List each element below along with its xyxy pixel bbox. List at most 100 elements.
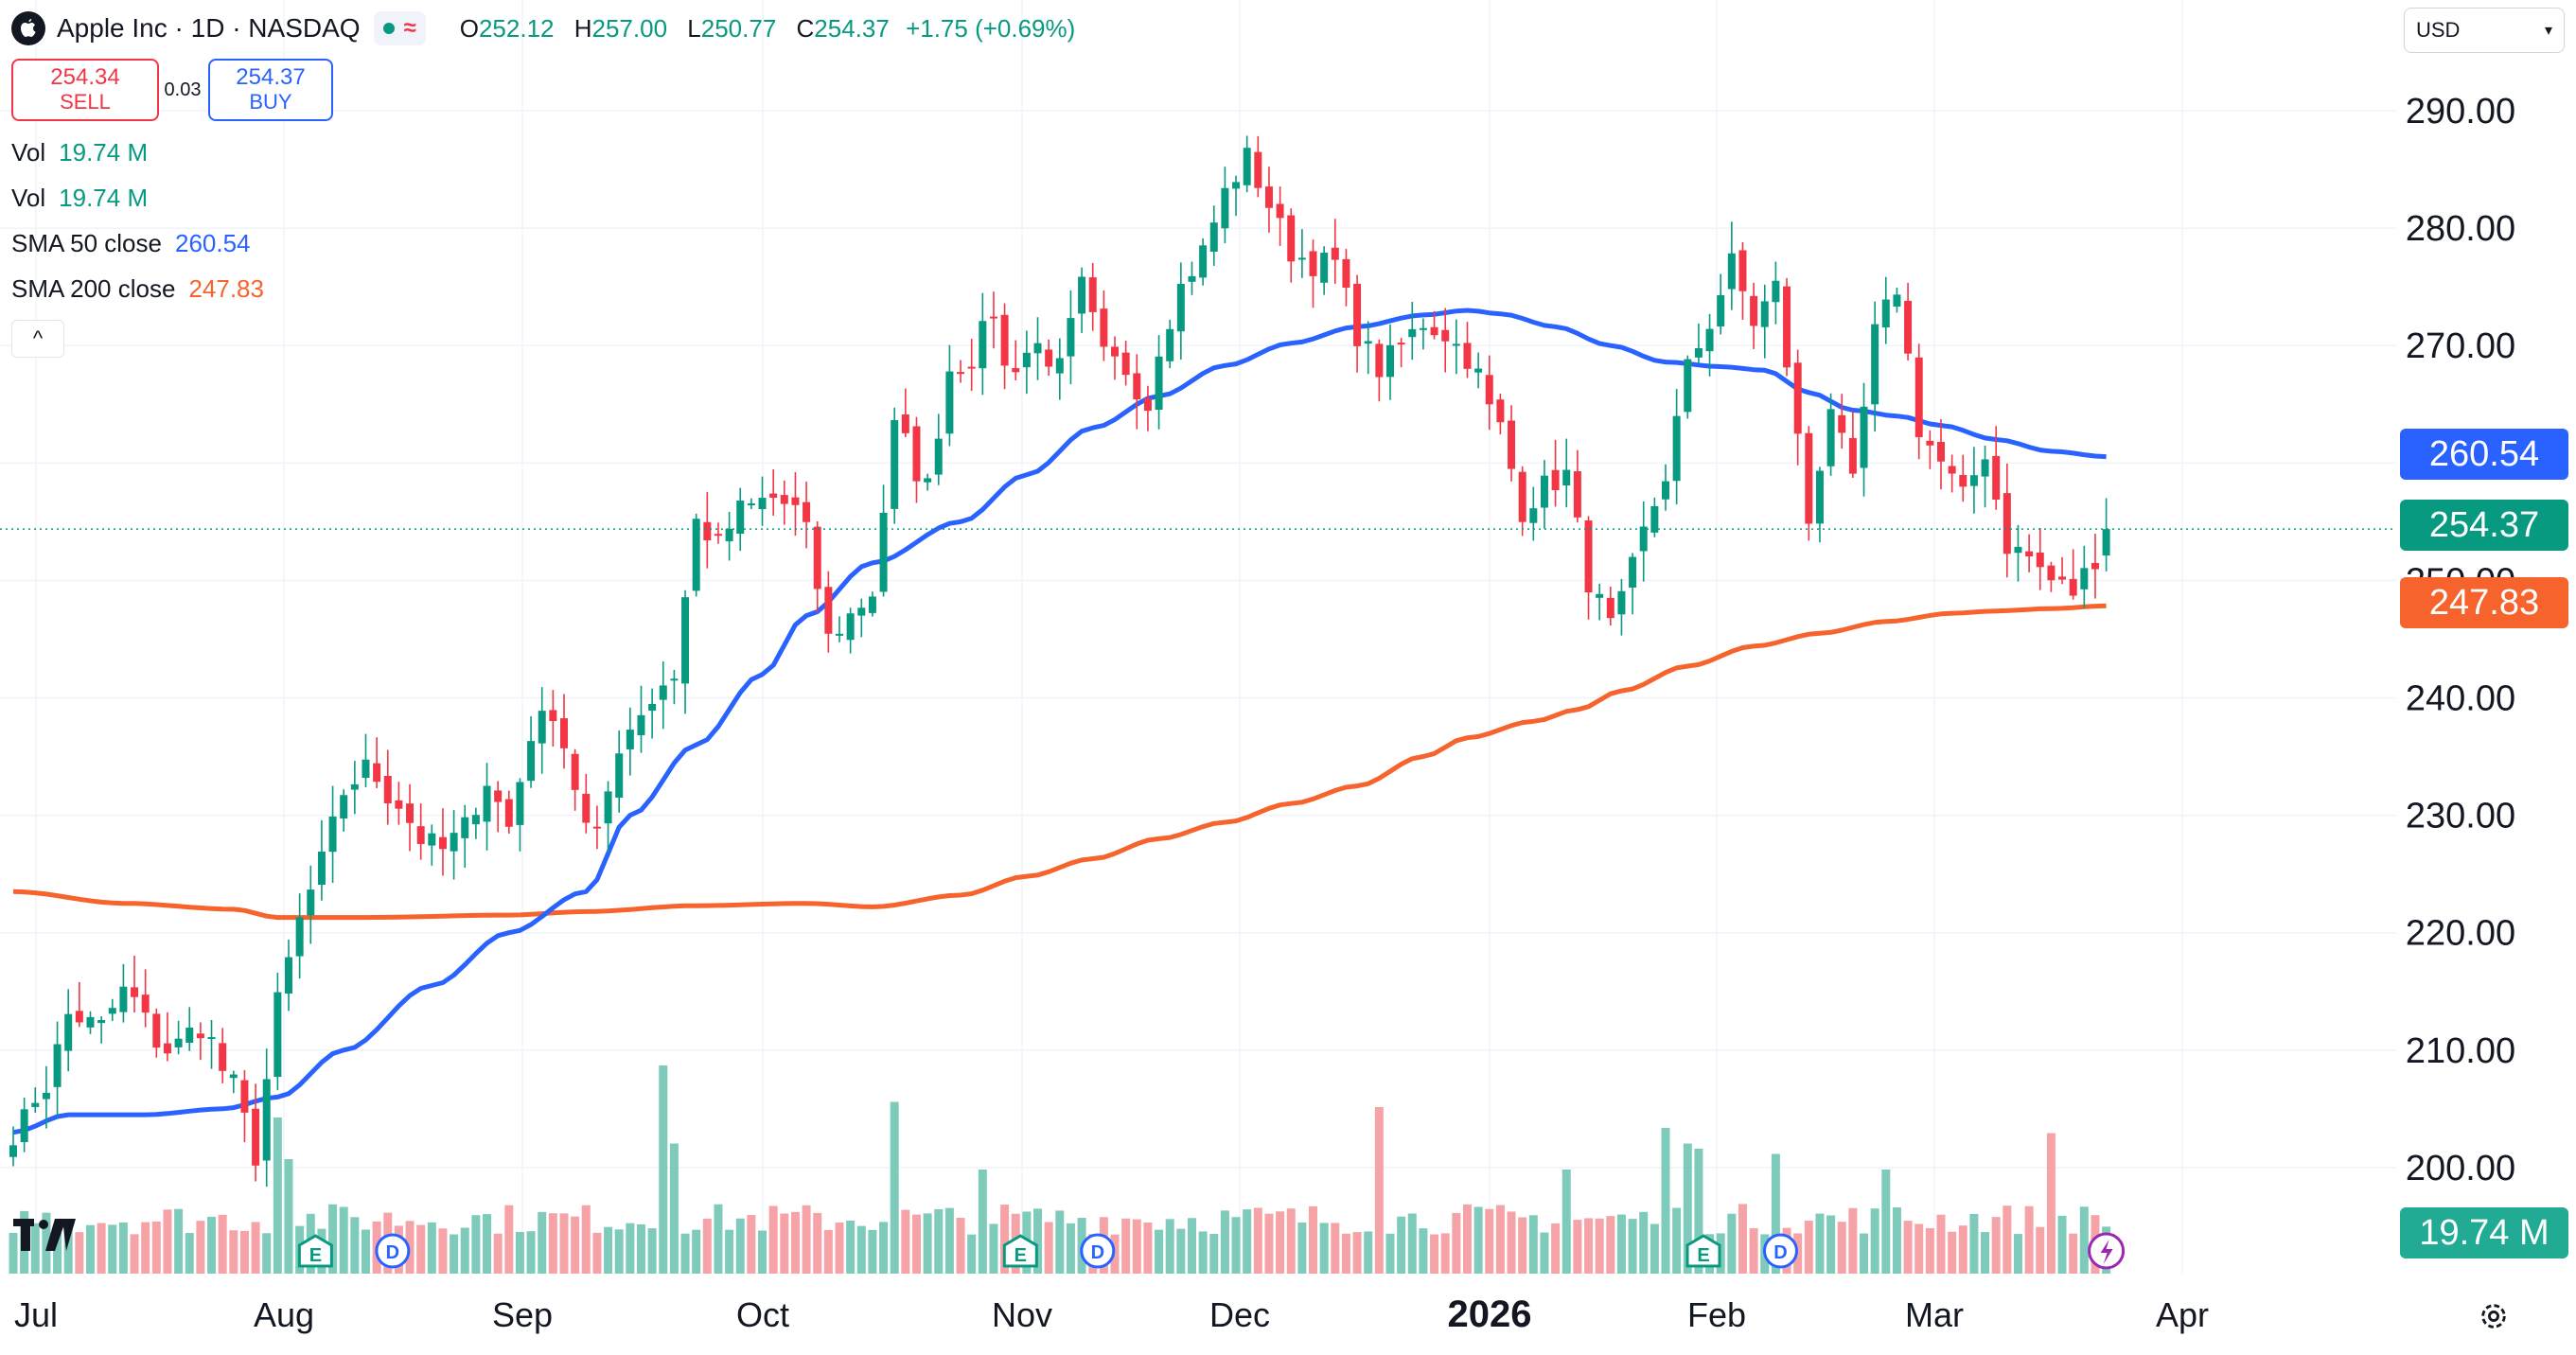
candle-body [471,815,480,825]
sell-button[interactable]: 254.34 SELL [11,59,159,121]
volume-bar [1870,1208,1879,1274]
candle-body [1254,151,1262,188]
tradingview-logo[interactable] [13,1219,76,1258]
candle-body [1496,399,1505,423]
symbol-legend[interactable]: Apple Inc · 1D · NASDAQ ≈ O252.12 H257.0… [11,11,1075,45]
dividend-marker-label: D [386,1242,399,1263]
candle-body [945,371,954,434]
indicator-sma-200[interactable]: SMA 200 close 247.83 [11,274,264,303]
candle-body [846,613,855,641]
candle-body [1551,469,1560,490]
buy-button[interactable]: 254.37 BUY [208,59,333,121]
candle-body [1000,314,1009,366]
candle-body [1100,308,1108,347]
candle-body [1705,328,1714,352]
volume-bar [85,1224,95,1274]
volume-bar [350,1217,360,1274]
currency-select[interactable]: USD ▾ [2404,8,2565,53]
volume-bar [1606,1216,1615,1274]
candle-body [1992,455,2001,500]
sma-50-path [12,308,2107,1135]
candle-body [1045,349,1053,367]
collapse-legend-button[interactable]: ^ [11,320,64,358]
volume-bar [1440,1233,1450,1274]
volume-bar [427,1222,436,1274]
candle-body [131,987,139,997]
volume-bar [1364,1231,1373,1274]
volume-bar [339,1206,348,1274]
volume-bar [758,1230,768,1274]
volume-bar [911,1214,921,1274]
candle-body [1143,397,1152,412]
volume-bar [1561,1170,1571,1274]
volume-bar [702,1218,712,1274]
volume-bar [1892,1207,1901,1274]
indicator-volume-2[interactable]: Vol 19.74 M [11,184,149,212]
volume-bar [1749,1228,1758,1274]
candle-body [1188,275,1196,282]
volume-bar [2046,1133,2056,1274]
volume-bar [1176,1228,1186,1274]
volume-bar [636,1223,645,1274]
volume-bar [1694,1149,1703,1274]
candle-body [1772,280,1780,303]
price-tick-label: 270.00 [2406,326,2515,366]
volume-bar [1881,1170,1891,1274]
volume-bar [747,1214,756,1274]
volume-bar [1419,1228,1428,1274]
candle-body [1694,347,1703,358]
market-status-pill[interactable]: ≈ [373,11,426,45]
candle-body [252,1108,260,1166]
candle-body [416,826,425,845]
indicator-sma-50[interactable]: SMA 50 close 260.54 [11,229,251,257]
candle-body [328,816,337,853]
volume-bar [614,1229,624,1274]
candle-body [549,710,557,722]
sma-50-line [12,308,2107,1135]
candle-body [1805,432,1813,524]
volume-bar [118,1222,128,1274]
price-tick-label: 210.00 [2406,1031,2515,1071]
candle-body [1012,368,1020,373]
settings-gear-icon[interactable] [2478,1300,2510,1332]
volume-bar [581,1205,591,1274]
candle-body [1606,597,1614,619]
volume-bar [1452,1212,1461,1274]
candle-body [1617,590,1626,615]
candle-body [1067,318,1075,357]
volume-bar [1066,1223,1075,1274]
volume-bar [471,1215,481,1274]
candle-body [1342,258,1350,289]
volume-bar [835,1223,844,1274]
volume-bar [361,1229,370,1274]
volume-bar [1595,1218,1604,1274]
earnings-marker-icon [1002,1234,1038,1268]
candle-body [262,1079,271,1161]
volume-bar [218,1214,227,1274]
candle-body [494,790,503,802]
candle-body [1639,526,1648,552]
volume-bar [846,1221,856,1274]
candle-body [1452,343,1460,346]
candle-body [989,316,997,319]
volume-bar [1297,1222,1307,1274]
volume-bar [647,1228,657,1274]
volume-bar [1936,1214,1946,1274]
market-open-dot-icon [382,23,395,34]
volume-bar [1507,1211,1516,1274]
earnings-marker-icon [1685,1234,1721,1268]
volume-bar [592,1232,602,1274]
candle-body [428,833,436,846]
candle-body [97,1020,106,1024]
volume-bar [30,1223,40,1274]
symbol-title[interactable]: Apple Inc · 1D · NASDAQ [57,13,361,43]
candle-body [1904,300,1913,354]
sma200-price-badge: 247.83 [2400,577,2568,628]
volume-bar [416,1224,426,1274]
indicator-volume-1[interactable]: Vol 19.74 M [11,138,149,167]
candle-body [395,800,403,809]
candle-body [803,502,811,522]
candle-body [373,763,381,783]
time-axis: Jul Aug Sep Oct Nov Dec 2026 Feb Mar Apr [14,1293,2209,1335]
